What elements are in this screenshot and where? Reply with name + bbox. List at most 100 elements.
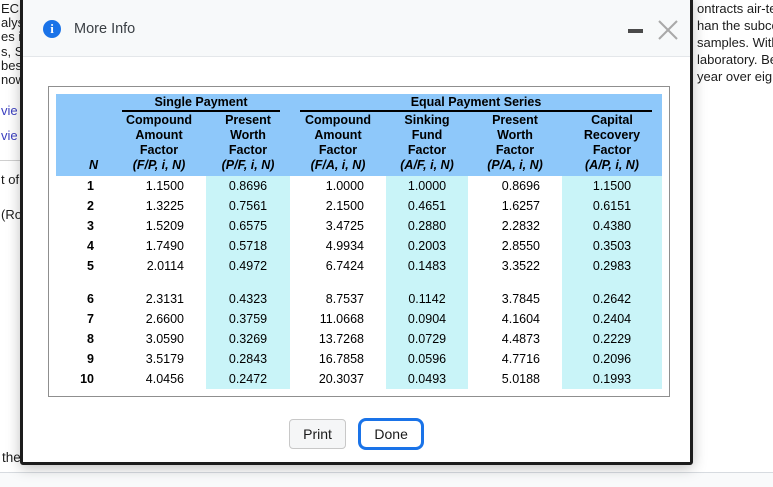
table-cell: 0.2983 xyxy=(562,256,662,276)
table-cell: 4.0456 xyxy=(145,372,184,386)
table-cell: 2.1500 xyxy=(325,199,364,213)
table-cell: 8.7537 xyxy=(325,292,364,306)
info-icon: i xyxy=(43,20,61,38)
table-cell: 0.2880 xyxy=(386,216,468,236)
table-cell: 1.5209 xyxy=(145,219,184,233)
table-cell: 2.2832 xyxy=(501,219,540,233)
group-header-single-payment: Single Payment xyxy=(112,94,290,112)
background-divider xyxy=(0,160,20,161)
table-row: 8 3.0590 0.3269 13.7268 0.0729 4.4873 0.2229 xyxy=(56,329,662,349)
background-text-line: bes xyxy=(1,58,22,73)
row-number-cell: 2 xyxy=(87,199,94,213)
column-header: Sinking Fund Factor (A/F, i, N) xyxy=(386,112,468,176)
table-row: 6 2.3131 0.4323 8.7537 0.1142 3.7845 0.2642 xyxy=(56,289,662,309)
table-cell: 0.3759 xyxy=(206,309,290,329)
background-text-line: EC xyxy=(1,1,20,16)
table-cell: 0.1142 xyxy=(386,289,468,309)
table-cell: 4.9934 xyxy=(325,239,364,253)
done-button[interactable]: Done xyxy=(358,418,424,450)
background-text-line: s, S xyxy=(1,44,24,59)
table-cell: 13.7268 xyxy=(318,332,364,346)
table-cell: 0.1993 xyxy=(562,369,662,389)
close-icon[interactable] xyxy=(655,17,681,43)
table-cell: 3.4725 xyxy=(325,219,364,233)
column-header: Present Worth Factor (P/A, i, N) xyxy=(468,112,562,176)
minimize-icon[interactable] xyxy=(628,29,643,33)
more-info-dialog: i More Info Single Payment Equal Payment… xyxy=(20,0,693,465)
table-cell: 0.1483 xyxy=(386,256,468,276)
table-row: 3 1.5209 0.6575 3.4725 0.2880 2.2832 0.4380 xyxy=(56,216,662,236)
page-footer-strip xyxy=(0,473,773,487)
background-link[interactable]: vie xyxy=(1,103,18,118)
group-header-blank xyxy=(56,94,112,112)
row-number-cell: 10 xyxy=(80,372,94,386)
table-cell: 3.7845 xyxy=(501,292,540,306)
print-button[interactable]: Print xyxy=(289,419,346,449)
column-header: N xyxy=(56,112,112,176)
table-cell: 16.7858 xyxy=(318,352,364,366)
background-text-line: laboratory. Be xyxy=(697,52,773,67)
table-cell: 1.0000 xyxy=(325,179,364,193)
table-row: 10 4.0456 0.2472 20.3037 0.0493 5.0188 0.1993 xyxy=(56,369,662,389)
table-cell: 0.0729 xyxy=(386,329,468,349)
table-cell: 5.0188 xyxy=(501,372,540,386)
background-text-line: han the subco xyxy=(697,18,773,33)
group-header-row: Single Payment Equal Payment Series xyxy=(56,94,662,112)
spacer-cell xyxy=(56,276,112,289)
table-cell: 0.8696 xyxy=(206,176,290,196)
row-number-cell: 4 xyxy=(87,239,94,253)
interest-factor-table: Single Payment Equal Payment Series N Com… xyxy=(56,94,662,389)
table-cell: 3.5179 xyxy=(145,352,184,366)
table-cell: 0.2843 xyxy=(206,349,290,369)
table-cell: 0.0493 xyxy=(386,369,468,389)
table-cell: 1.3225 xyxy=(145,199,184,213)
row-number-cell: 7 xyxy=(87,312,94,326)
table-cell: 0.0596 xyxy=(386,349,468,369)
row-number-cell: 8 xyxy=(87,332,94,346)
table-cell: 0.8696 xyxy=(501,179,540,193)
table-row: 4 1.7490 0.5718 4.9934 0.2003 2.8550 0.3503 xyxy=(56,236,662,256)
group-header-equal-payment-series: Equal Payment Series xyxy=(290,94,662,112)
spacer-cell xyxy=(112,276,206,289)
table-cell: 0.7561 xyxy=(206,196,290,216)
spacer-cell xyxy=(206,276,290,289)
column-header: Capital Recovery Factor (A/P, i, N) xyxy=(562,112,662,176)
row-number-cell: 3 xyxy=(87,219,94,233)
table-cell: 4.4873 xyxy=(501,332,540,346)
dialog-button-row: Print Done xyxy=(23,418,690,450)
table-cell: 0.4972 xyxy=(206,256,290,276)
table-cell: 1.7490 xyxy=(145,239,184,253)
background-text-line: alys xyxy=(1,15,25,30)
table-cell: 1.6257 xyxy=(501,199,540,213)
background-text-line: es i xyxy=(1,29,22,44)
background-text-line: year over eig xyxy=(697,69,773,84)
table-cell: 4.1604 xyxy=(501,312,540,326)
table-row: 9 3.5179 0.2843 16.7858 0.0596 4.7716 0.2096 xyxy=(56,349,662,369)
row-number-cell: 9 xyxy=(87,352,94,366)
table-cell: 0.2404 xyxy=(562,309,662,329)
table-cell: 11.0668 xyxy=(319,312,364,326)
table-cell: 2.0114 xyxy=(146,259,184,273)
table-body-rows-1-5: 1 1.1500 0.8696 1.0000 1.0000 0.8696 1.1500 2 1.… xyxy=(56,176,662,289)
table-cell: 2.3131 xyxy=(145,292,184,306)
table-cell: 2.6600 xyxy=(145,312,184,326)
table-cell: 0.6151 xyxy=(562,196,662,216)
table-row: 1 1.1500 0.8696 1.0000 1.0000 0.8696 1.1500 xyxy=(56,176,662,196)
table-cell: 0.2472 xyxy=(206,369,290,389)
column-header: Compound Amount Factor (F/A, i, N) xyxy=(290,112,386,176)
row-number-cell: 5 xyxy=(87,259,94,273)
table-body-rows-6-10: 6 2.3131 0.4323 8.7537 0.1142 3.7845 0.2642 7 2.… xyxy=(56,289,662,389)
table-cell: 1.1500 xyxy=(562,176,662,196)
background-text-line: ontracts air-te xyxy=(697,1,773,16)
table-cell: 0.5718 xyxy=(206,236,290,256)
table-cell: 0.4323 xyxy=(206,289,290,309)
table-row: 2 1.3225 0.7561 2.1500 0.4651 1.6257 0.6151 xyxy=(56,196,662,216)
spacer-cell xyxy=(386,276,468,289)
table-cell: 1.1500 xyxy=(145,179,184,193)
background-text-line: now xyxy=(1,72,25,87)
column-header-row: N Compound Amount Factor (F/P, i, N) Present W… xyxy=(56,112,662,176)
background-text-line: (Ro xyxy=(1,207,22,222)
background-link[interactable]: vie xyxy=(1,128,18,143)
table-cell: 6.7424 xyxy=(325,259,364,273)
spacer-row xyxy=(56,276,662,289)
